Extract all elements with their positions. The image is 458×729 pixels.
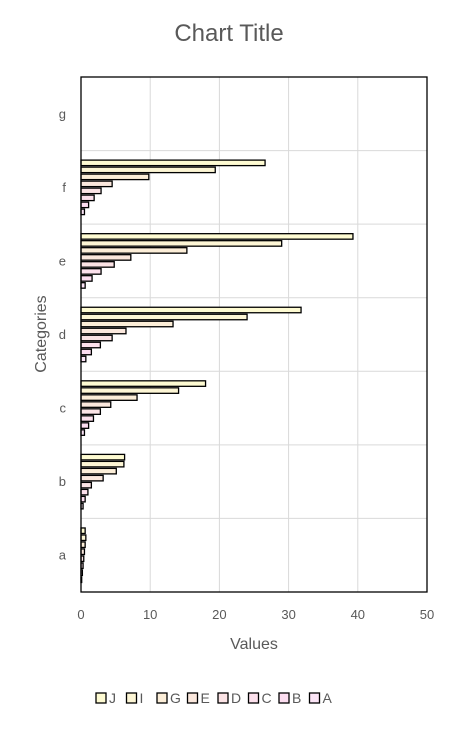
- bar-i-e: [80, 240, 283, 247]
- legend-swatch-e: [186, 692, 199, 704]
- bar-j-f: [80, 159, 266, 167]
- bar-d-e: [80, 261, 115, 268]
- x-tick-label-2: 20: [212, 607, 226, 622]
- bar-c-f: [80, 194, 95, 202]
- category-label-g: g: [59, 106, 66, 121]
- bar-d-f: [80, 187, 102, 195]
- category-label-c: c: [60, 401, 67, 416]
- legend-swatch-i: [125, 692, 138, 704]
- bar-d-c: [80, 408, 102, 415]
- legend-label-a: A: [323, 690, 333, 706]
- bar-e-c: [80, 401, 112, 408]
- category-label-e: e: [59, 253, 66, 268]
- bar-i-c: [80, 387, 180, 394]
- gridlines: [81, 77, 427, 592]
- legend-label-d: D: [231, 690, 241, 706]
- legend-label-j: J: [109, 690, 116, 706]
- bar-i-f: [80, 166, 216, 174]
- x-axis-label: Values: [230, 636, 278, 653]
- bar-j-e: [80, 233, 354, 240]
- bar-e-f: [80, 180, 113, 188]
- x-tick-label-4: 40: [351, 607, 365, 622]
- bar-i-d: [80, 313, 248, 321]
- bar-e-b: [80, 474, 104, 482]
- bar-c-c: [80, 415, 95, 422]
- bar-a-d: [80, 355, 87, 363]
- bar-j-b: [80, 453, 126, 461]
- legend-label-c: C: [262, 690, 272, 706]
- bar-e-d: [80, 327, 127, 335]
- category-label-f: f: [62, 180, 66, 195]
- legend-label-b: B: [292, 690, 301, 706]
- bar-j-c: [80, 380, 207, 387]
- legend-swatch-b: [278, 692, 290, 704]
- bar-c-b: [80, 488, 89, 496]
- legend-label-g: G: [170, 690, 181, 706]
- legend-swatch-d: [217, 692, 229, 704]
- x-tick-labels: 0 10 20 30 40 50: [77, 607, 434, 622]
- bars: [80, 159, 354, 584]
- bar-i-b: [80, 460, 125, 468]
- legend-swatch-c: [247, 692, 260, 704]
- bar-c-e: [80, 268, 102, 275]
- legend-swatch-g: [156, 692, 168, 704]
- y-axis-label: Categories: [33, 295, 50, 372]
- bar-d-d: [80, 334, 113, 342]
- bar-i-a: [80, 534, 87, 542]
- legend-swatch-a: [308, 692, 321, 704]
- bar-d-b: [80, 481, 93, 489]
- plot-area-border: [80, 76, 428, 593]
- legend-label-i: I: [140, 690, 144, 706]
- x-tick-label-3: 30: [281, 607, 295, 622]
- bar-b-c: [80, 422, 90, 429]
- category-label-a: a: [59, 548, 67, 563]
- bar-b-d: [80, 348, 93, 356]
- chart-title: Chart Title: [174, 20, 283, 47]
- category-labels: a b c d e f g: [59, 106, 67, 562]
- category-label-b: b: [59, 474, 66, 489]
- category-label-d: d: [59, 327, 66, 342]
- bar-b-e: [80, 275, 93, 282]
- bar-j-d: [80, 306, 302, 314]
- legend-label-e: E: [201, 690, 210, 706]
- bar-g-c: [80, 394, 138, 401]
- x-tick-label-5: 50: [420, 607, 434, 622]
- x-tick-label-1: 10: [143, 607, 157, 622]
- bar-g-f: [80, 173, 150, 181]
- bar-e-e: [80, 254, 132, 261]
- legend-swatch-j: [95, 692, 107, 704]
- bar-g-b: [80, 467, 117, 475]
- bar-g-e: [80, 247, 188, 254]
- bar-c-d: [80, 341, 102, 349]
- bar-g-d: [80, 320, 174, 328]
- bar-b-f: [80, 201, 90, 209]
- x-tick-label-0: 0: [77, 607, 84, 622]
